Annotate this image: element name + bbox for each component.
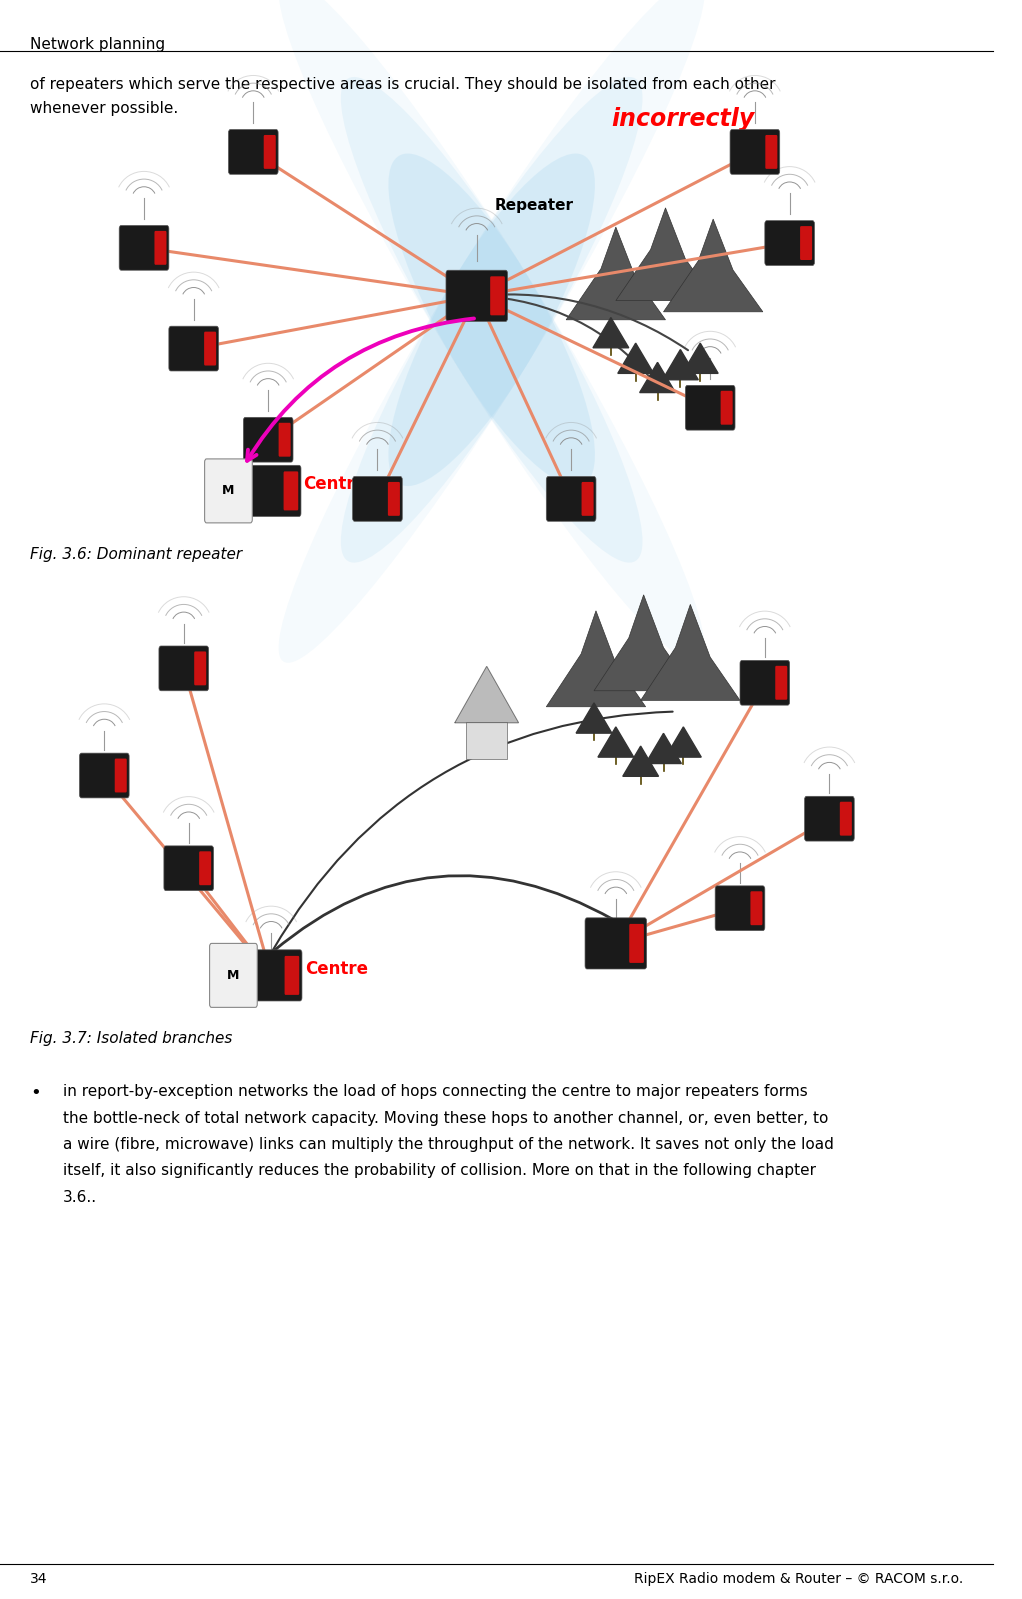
Polygon shape [640,363,676,393]
FancyBboxPatch shape [164,846,214,891]
FancyBboxPatch shape [582,481,594,516]
Text: the bottle-neck of total network capacity. Moving these hops to another channel,: the bottle-neck of total network capacit… [62,1111,828,1126]
Polygon shape [566,227,665,320]
Polygon shape [593,318,629,349]
Text: Centre: Centre [303,475,366,494]
Polygon shape [683,344,718,374]
Text: of repeaters which serve the respective areas is crucial. They should be isolate: of repeaters which serve the respective … [30,77,776,91]
FancyBboxPatch shape [283,472,298,510]
FancyBboxPatch shape [388,481,400,516]
FancyBboxPatch shape [585,918,647,969]
Polygon shape [646,734,682,764]
FancyBboxPatch shape [730,130,780,174]
Text: itself, it also significantly reduces the probability of collision. More on that: itself, it also significantly reduces th… [62,1164,816,1178]
FancyBboxPatch shape [210,943,258,1007]
FancyBboxPatch shape [204,459,252,523]
Polygon shape [663,219,762,312]
Ellipse shape [388,154,595,486]
Polygon shape [662,350,698,381]
Polygon shape [598,728,634,758]
FancyBboxPatch shape [765,134,778,169]
Polygon shape [618,344,654,374]
FancyBboxPatch shape [120,225,169,270]
FancyBboxPatch shape [721,390,733,425]
FancyBboxPatch shape [114,758,127,793]
Text: in report-by-exception networks the load of hops connecting the centre to major : in report-by-exception networks the load… [62,1084,807,1099]
Text: 3.6..: 3.6.. [62,1190,97,1204]
Text: Network planning: Network planning [30,37,165,51]
Polygon shape [576,704,612,734]
Bar [466,721,507,758]
Polygon shape [622,747,658,777]
FancyBboxPatch shape [169,326,219,371]
Text: Fig. 3.7: Isolated branches: Fig. 3.7: Isolated branches [30,1031,232,1046]
Polygon shape [547,611,646,707]
Polygon shape [616,208,715,301]
FancyBboxPatch shape [264,134,276,169]
FancyBboxPatch shape [547,477,596,521]
FancyBboxPatch shape [279,422,290,457]
Text: a wire (fibre, microwave) links can multiply the throughput of the network. It s: a wire (fibre, microwave) links can mult… [62,1137,834,1151]
FancyBboxPatch shape [715,886,764,931]
Ellipse shape [279,0,705,664]
FancyBboxPatch shape [491,277,505,315]
Text: Centre: Centre [305,959,368,979]
Ellipse shape [340,77,643,563]
FancyBboxPatch shape [159,646,208,691]
FancyBboxPatch shape [446,270,508,321]
Text: M: M [222,484,235,497]
FancyBboxPatch shape [284,956,299,995]
Polygon shape [594,595,693,691]
Text: Fig. 3.6: Dominant repeater: Fig. 3.6: Dominant repeater [30,547,242,561]
Polygon shape [641,604,740,700]
FancyBboxPatch shape [630,924,644,963]
FancyBboxPatch shape [686,385,735,430]
FancyBboxPatch shape [353,477,403,521]
FancyBboxPatch shape [239,465,300,516]
Ellipse shape [279,0,705,664]
Ellipse shape [388,154,595,486]
FancyBboxPatch shape [80,753,129,798]
FancyBboxPatch shape [740,660,790,705]
Text: RipEX Radio modem & Router – © RACOM s.r.o.: RipEX Radio modem & Router – © RACOM s.r… [635,1572,964,1586]
FancyBboxPatch shape [750,891,762,926]
Text: incorrectly: incorrectly [611,107,754,131]
FancyBboxPatch shape [776,665,787,700]
FancyBboxPatch shape [194,651,206,686]
Ellipse shape [340,77,643,563]
FancyBboxPatch shape [204,331,217,366]
Text: M: M [227,969,239,982]
FancyBboxPatch shape [240,950,301,1001]
Polygon shape [455,667,518,723]
Text: 34: 34 [30,1572,47,1586]
Text: whenever possible.: whenever possible. [30,101,178,115]
FancyBboxPatch shape [154,230,167,265]
Text: •: • [30,1084,41,1102]
FancyBboxPatch shape [840,801,852,836]
FancyBboxPatch shape [764,221,815,265]
FancyBboxPatch shape [800,225,812,261]
Polygon shape [665,728,701,758]
FancyBboxPatch shape [243,417,293,462]
FancyBboxPatch shape [199,851,212,886]
FancyBboxPatch shape [229,130,278,174]
Text: Repeater: Repeater [495,198,573,213]
FancyBboxPatch shape [804,796,854,841]
